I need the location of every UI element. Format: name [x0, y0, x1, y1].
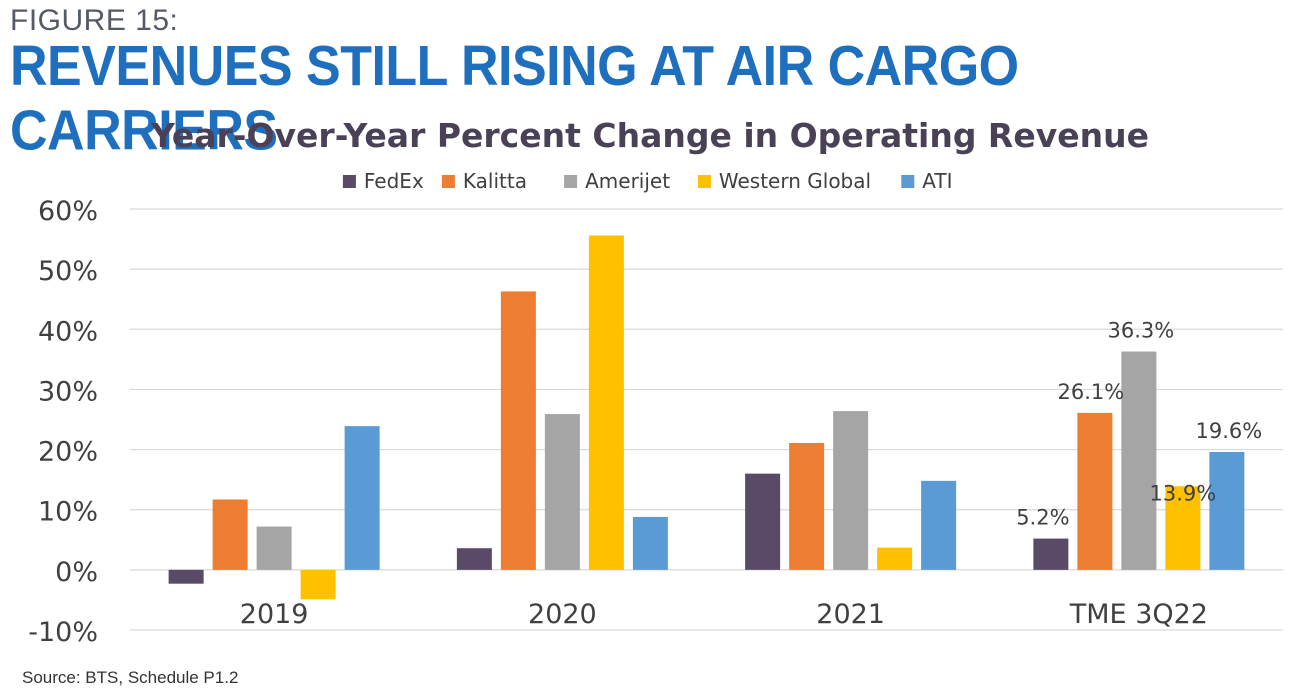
y-tick-label: 0%: [55, 557, 98, 588]
x-tick-label: 2019: [240, 599, 309, 630]
legend-label: Amerijet: [585, 169, 670, 193]
bar-western-global-2019: [300, 569, 336, 600]
data-label: 36.3%: [1108, 319, 1175, 343]
bar-kalitta-2021: [789, 442, 825, 570]
y-tick-label: 20%: [38, 437, 98, 468]
bar-western-global-tme-3q22: [1165, 486, 1201, 570]
data-label: 5.2%: [1016, 506, 1069, 530]
y-tick-label: 50%: [38, 256, 98, 287]
data-label: 19.6%: [1196, 419, 1263, 443]
bar-amerijet-2019: [256, 526, 292, 570]
x-tick-label: TME 3Q22: [1069, 599, 1208, 630]
bar-ati-2019: [344, 426, 380, 570]
bar-amerijet-tme-3q22: [1121, 351, 1157, 570]
bar-kalitta-2020: [500, 291, 536, 570]
bar-fedex-2020: [456, 548, 492, 570]
y-tick-label: 40%: [38, 316, 98, 347]
chart-title: Year-Over-Year Percent Change in Operati…: [151, 116, 1149, 155]
x-tick-label: 2020: [528, 599, 597, 630]
headline: REVENUES STILL RISING AT AIR CARGO CARRI…: [10, 35, 1019, 163]
bar-fedex-tme-3q22: [1033, 538, 1069, 570]
bar-kalitta-2019: [212, 499, 248, 570]
y-tick-label: 30%: [38, 376, 98, 407]
bar-western-global-2020: [588, 235, 624, 570]
legend-swatch-amerijet: [564, 175, 578, 188]
legend-swatch-western-global: [697, 175, 711, 188]
legend-label: FedEx: [364, 169, 424, 193]
bar-amerijet-2020: [544, 414, 580, 570]
y-tick-label: 10%: [38, 497, 98, 528]
bar-ati-2021: [921, 480, 957, 570]
x-tick-label: 2021: [816, 599, 885, 630]
legend-label: Kalitta: [463, 169, 527, 193]
data-label: 26.1%: [1058, 380, 1125, 404]
bar-ati-2020: [632, 516, 668, 570]
legend-label: ATI: [922, 169, 952, 193]
legend-swatch-ati: [901, 175, 915, 188]
legend-label: Western Global: [719, 169, 871, 193]
bar-amerijet-2021: [833, 411, 869, 570]
bar-fedex-2021: [745, 473, 781, 570]
data-label: 13.9%: [1150, 481, 1217, 505]
y-tick-label: 60%: [38, 196, 98, 227]
figure-label: FIGURE 15:: [10, 4, 179, 37]
bar-kalitta-tme-3q22: [1077, 412, 1113, 570]
source-note: Source: BTS, Schedule P1.2: [22, 668, 239, 687]
y-tick-label: -10%: [28, 617, 98, 648]
legend-swatch-fedex: [342, 175, 356, 188]
bar-western-global-2021: [877, 547, 913, 570]
bar-ati-tme-3q22: [1209, 451, 1245, 570]
bar-fedex-2019: [168, 569, 204, 584]
legend-swatch-kalitta: [441, 175, 455, 188]
